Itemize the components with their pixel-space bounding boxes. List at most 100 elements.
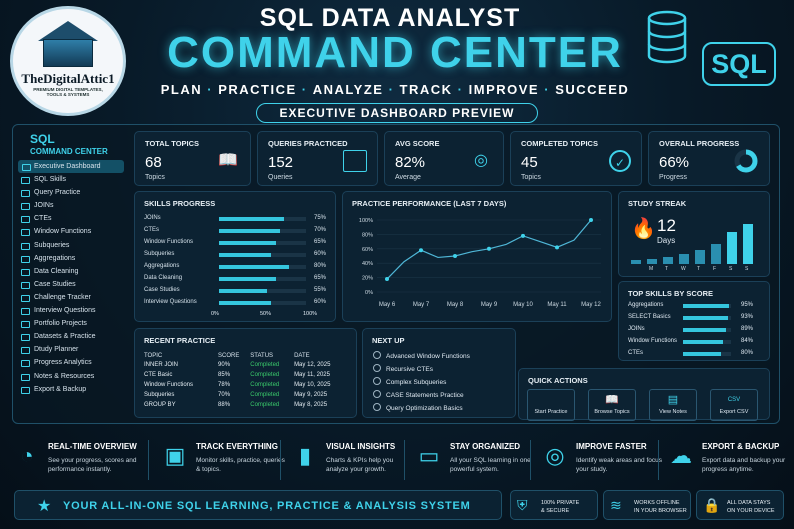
table-cell: May 10, 2025	[294, 382, 331, 388]
sidebar-title: SQL	[30, 132, 55, 146]
sidebar-item-challenge-tracker[interactable]: Challenge Tracker	[14, 291, 128, 304]
top-skill-name: Aggregations	[628, 302, 664, 308]
next-up-item[interactable]: Query Optimization Basics	[373, 403, 463, 412]
top-skill-bar-fill	[683, 316, 728, 320]
data-point	[419, 248, 423, 253]
cloud-upload-icon: ☁	[670, 443, 692, 468]
trust-line1: ALL DATA STAYS	[727, 500, 771, 506]
top-skill-bar-fill	[683, 340, 724, 344]
sidebar-item-interview-questions[interactable]: Interview Questions	[14, 304, 128, 317]
sidebar-item-subqueries[interactable]: Subqueries	[14, 239, 128, 252]
skill-row: Interview Questions 60%	[144, 298, 326, 309]
feature-visual-insights: ▮ VISUAL INSIGHTS Charts & KPIs help you…	[290, 437, 416, 485]
streak-day: S	[745, 266, 749, 272]
sidebar: SQL COMMAND CENTER Executive Dashboard SQ…	[14, 126, 128, 422]
kpi-unit: Topics	[521, 174, 541, 181]
sidebar-item-case-studies[interactable]: Case Studies	[14, 278, 128, 291]
quick-action-label: View Notes	[659, 409, 687, 415]
data-point	[589, 218, 593, 222]
target-icon: ◎	[545, 443, 565, 468]
sidebar-item-notes-resources[interactable]: Notes & Resources	[14, 370, 128, 383]
view-notes-button[interactable]: ▤ View Notes	[649, 389, 697, 421]
feature-title: REAL-TIME OVERVIEW	[48, 442, 137, 451]
sidebar-nav: Executive Dashboard SQL Skills Query Pract…	[14, 160, 128, 396]
kpi-label: COMPLETED TOPICS	[521, 139, 598, 148]
skill-bar	[219, 241, 306, 245]
trust-text: WORKS OFFLINE IN YOUR BROWSER	[634, 499, 687, 515]
top-skill-bar-fill	[683, 304, 729, 308]
sidebar-item-ctes[interactable]: CTEs	[14, 212, 128, 225]
table-cell: Completed	[250, 382, 280, 388]
sidebar-item-joins[interactable]: JOINs	[14, 199, 128, 212]
step-improve: IMPROVE	[468, 82, 540, 97]
table-cell: Completed	[250, 362, 280, 368]
sidebar-item-portfolio-projects[interactable]: Portfolio Projects	[14, 317, 128, 330]
quick-actions-card: QUICK ACTIONS Start Practice 📖 Browse Topi…	[518, 368, 770, 421]
skills-axis-100: 100%	[303, 311, 318, 317]
skill-pct: 65%	[313, 275, 326, 281]
table-row[interactable]: Window Functions 78% Completed May 10, 2025	[144, 380, 349, 390]
sidebar-item-query-practice[interactable]: Query Practice	[14, 186, 128, 199]
x-tick-label: May 6	[379, 302, 396, 308]
y-tick-label: 80%	[362, 232, 373, 238]
feature-title: IMPROVE FASTER	[576, 442, 647, 451]
skill-bar-fill	[219, 253, 272, 257]
export-csv-button[interactable]: CSV Export CSV	[710, 389, 758, 421]
sidebar-item-dtudy-planner[interactable]: Dtudy Planner	[14, 343, 128, 356]
skills-axis-50: 50%	[260, 311, 272, 317]
sidebar-item-executive-dashboard[interactable]: Executive Dashboard	[18, 160, 124, 174]
table-row[interactable]: INNER JOIN 90% Completed May 12, 2025	[144, 360, 349, 370]
column-header: SCORE	[218, 352, 240, 359]
table-row[interactable]: Subqueries 70% Completed May 9, 2025	[144, 390, 349, 400]
kpi-unit: Progress	[659, 174, 688, 181]
sidebar-item-sql-skills[interactable]: SQL Skills	[14, 173, 128, 186]
table-cell: 88%	[218, 402, 231, 408]
y-tick-label: 60%	[362, 247, 373, 253]
skill-bar	[219, 229, 306, 233]
browse-topics-button[interactable]: 📖 Browse Topics	[588, 389, 636, 421]
sidebar-item-window-functions[interactable]: Window Functions	[14, 225, 128, 238]
step-analyze: ANALYZE	[312, 82, 384, 97]
target-icon: ◎	[474, 152, 488, 169]
next-up-item[interactable]: Recursive CTEs	[373, 364, 433, 373]
skill-row: Data Cleaning 65%	[144, 274, 326, 285]
feature-desc: All your SQL learning in one powerful sy…	[450, 457, 531, 473]
streak-day: W	[681, 266, 686, 272]
skill-bar-fill	[219, 217, 285, 221]
table-row[interactable]: CTE Basic 85% Completed May 11, 2025	[144, 370, 349, 380]
sidebar-item-export-backup[interactable]: Export & Backup	[14, 383, 128, 396]
table-row[interactable]: GROUP BY 88% Completed May 8, 2025	[144, 400, 349, 410]
quick-title: QUICK ACTIONS	[528, 376, 588, 385]
next-up-item[interactable]: Advanced Window Functions	[373, 351, 470, 360]
next-up-item[interactable]: Complex Subqueries	[373, 377, 446, 386]
book-icon: 📖	[605, 394, 619, 406]
shield-check-icon: ⛨	[517, 497, 528, 513]
streak-bar	[631, 260, 641, 264]
database-icon	[647, 10, 687, 64]
start-practice-button[interactable]: Start Practice	[527, 389, 575, 421]
skill-name: Window Functions	[144, 239, 194, 245]
bar-chart-icon: ▮	[298, 443, 312, 468]
top-skill-pct: 84%	[740, 338, 753, 344]
lock-icon: 🔒	[703, 497, 721, 513]
skill-row: Subqueries 60%	[144, 250, 326, 261]
x-tick-label: May 10	[513, 302, 533, 308]
bottom-banner: ★ YOUR ALL-IN-ONE SQL LEARNING, PRACTICE…	[14, 490, 502, 520]
sidebar-item-progress-analytics[interactable]: Progress Analytics	[14, 356, 128, 369]
table-cell: Subqueries	[144, 392, 175, 398]
skill-bar-fill	[219, 229, 280, 233]
kpi-label: QUERIES PRACTICED	[268, 139, 348, 148]
sidebar-item-aggregations[interactable]: Aggregations	[14, 252, 128, 265]
kpi-overall-progress: OVERALL PROGRESS 66% Progress	[648, 131, 770, 186]
streak-value: 12	[657, 216, 676, 235]
flame-icon: 🔥	[631, 218, 656, 240]
skill-row: CTEs 70%	[144, 226, 326, 237]
streak-bar	[695, 249, 705, 264]
sidebar-item-data-cleaning[interactable]: Data Cleaning	[14, 265, 128, 278]
banner-text: YOUR ALL-IN-ONE SQL LEARNING, PRACTICE &…	[63, 500, 471, 512]
streak-unit: Days	[657, 236, 676, 245]
table-cell: May 12, 2025	[294, 362, 331, 368]
next-up-item[interactable]: CASE Statements Practice	[373, 390, 464, 399]
sidebar-item-datasets-practice[interactable]: Datasets & Practice	[14, 330, 128, 343]
skill-bar	[219, 217, 306, 221]
